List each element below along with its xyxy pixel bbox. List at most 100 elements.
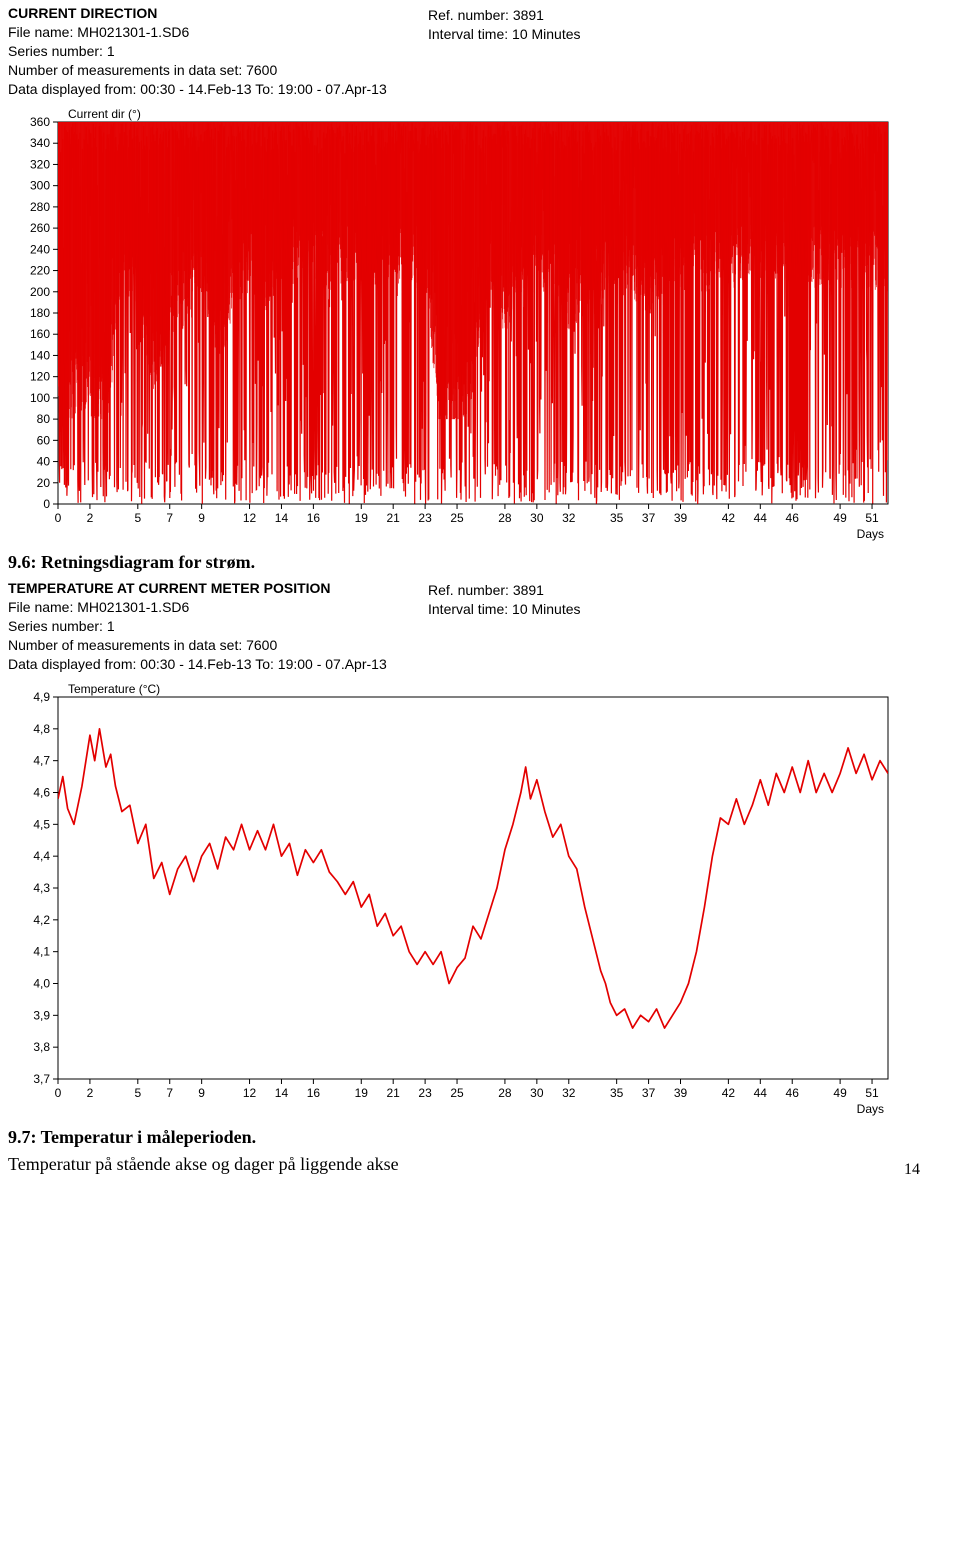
chart2-title: TEMPERATURE AT CURRENT METER POSITION — [8, 579, 387, 598]
svg-text:200: 200 — [30, 285, 50, 299]
svg-text:Current dir (°): Current dir (°) — [68, 107, 141, 121]
chart2-nmeas: Number of measurements in data set: 7600 — [8, 636, 387, 655]
svg-text:12: 12 — [243, 511, 257, 525]
chart1-header: CURRENT DIRECTION File name: MH021301-1.… — [8, 4, 952, 104]
svg-text:2: 2 — [87, 511, 94, 525]
svg-text:60: 60 — [37, 433, 51, 447]
caption-2: 9.7: Temperatur i måleperioden. — [8, 1127, 952, 1148]
svg-text:16: 16 — [307, 511, 321, 525]
svg-text:4,0: 4,0 — [33, 977, 50, 991]
svg-text:25: 25 — [450, 511, 464, 525]
svg-text:28: 28 — [498, 1086, 512, 1100]
svg-text:37: 37 — [642, 1086, 656, 1100]
svg-text:32: 32 — [562, 511, 576, 525]
svg-text:180: 180 — [30, 306, 50, 320]
subcaption-2: Temperatur på stående akse og dager på l… — [8, 1154, 952, 1175]
svg-text:51: 51 — [865, 511, 879, 525]
svg-text:Days: Days — [857, 1102, 884, 1116]
svg-text:46: 46 — [786, 1086, 800, 1100]
svg-text:300: 300 — [30, 179, 50, 193]
svg-text:280: 280 — [30, 200, 50, 214]
chart-temperature: TEMPERATURE AT CURRENT METER POSITION Fi… — [8, 579, 952, 1119]
page-number: 14 — [904, 1161, 920, 1179]
chart1-title: CURRENT DIRECTION — [8, 4, 387, 23]
svg-text:30: 30 — [530, 1086, 544, 1100]
svg-text:9: 9 — [198, 1086, 205, 1100]
svg-text:49: 49 — [833, 1086, 847, 1100]
svg-text:7: 7 — [166, 1086, 173, 1100]
svg-text:4,3: 4,3 — [33, 881, 50, 895]
svg-text:140: 140 — [30, 348, 50, 362]
svg-text:20: 20 — [37, 476, 51, 490]
svg-text:51: 51 — [865, 1086, 879, 1100]
svg-text:5: 5 — [134, 1086, 141, 1100]
svg-text:4,6: 4,6 — [33, 786, 50, 800]
svg-text:35: 35 — [610, 511, 624, 525]
svg-text:0: 0 — [43, 497, 50, 511]
svg-text:3,8: 3,8 — [33, 1040, 50, 1054]
chart1-file: File name: MH021301-1.SD6 — [8, 23, 387, 42]
svg-text:28: 28 — [498, 511, 512, 525]
svg-text:320: 320 — [30, 157, 50, 171]
svg-text:0: 0 — [55, 1086, 62, 1100]
svg-text:23: 23 — [418, 511, 432, 525]
svg-text:16: 16 — [307, 1086, 321, 1100]
chart2-svg: 3,7 3,8 3,9 4,0 4,1 4,2 4,3 4,4 4,5 4,6 4,7 4,8 4,9 0… — [8, 679, 908, 1119]
svg-text:40: 40 — [37, 455, 51, 469]
svg-text:12: 12 — [243, 1086, 257, 1100]
svg-text:Days: Days — [857, 527, 884, 541]
svg-text:49: 49 — [833, 511, 847, 525]
chart-current-direction: CURRENT DIRECTION File name: MH021301-1.… — [8, 4, 952, 544]
svg-text:25: 25 — [450, 1086, 464, 1100]
svg-text:21: 21 — [387, 1086, 401, 1100]
svg-text:14: 14 — [275, 1086, 289, 1100]
svg-text:4,2: 4,2 — [33, 913, 50, 927]
chart1-ref: Ref. number: 3891 — [428, 6, 581, 25]
svg-text:160: 160 — [30, 327, 50, 341]
svg-text:4,9: 4,9 — [33, 690, 50, 704]
svg-text:42: 42 — [722, 511, 736, 525]
svg-text:3,7: 3,7 — [33, 1072, 50, 1086]
svg-text:340: 340 — [30, 136, 50, 150]
svg-text:4,7: 4,7 — [33, 754, 50, 768]
svg-text:39: 39 — [674, 511, 688, 525]
svg-text:14: 14 — [275, 511, 289, 525]
svg-text:42: 42 — [722, 1086, 736, 1100]
chart2-range: Data displayed from: 00:30 - 14.Feb-13 T… — [8, 655, 387, 674]
caption-1: 9.6: Retningsdiagram for strøm. — [8, 552, 952, 573]
svg-text:360: 360 — [30, 115, 50, 129]
svg-text:5: 5 — [134, 511, 141, 525]
svg-text:37: 37 — [642, 511, 656, 525]
svg-text:4,1: 4,1 — [33, 945, 50, 959]
chart1-nmeas: Number of measurements in data set: 7600 — [8, 61, 387, 80]
svg-text:21: 21 — [387, 511, 401, 525]
svg-text:19: 19 — [355, 1086, 369, 1100]
chart1-interval: Interval time: 10 Minutes — [428, 25, 581, 44]
chart1-range: Data displayed from: 00:30 - 14.Feb-13 T… — [8, 80, 387, 99]
svg-text:44: 44 — [754, 1086, 768, 1100]
svg-text:80: 80 — [37, 412, 51, 426]
svg-text:35: 35 — [610, 1086, 624, 1100]
svg-text:3,9: 3,9 — [33, 1008, 50, 1022]
svg-text:120: 120 — [30, 370, 50, 384]
svg-text:39: 39 — [674, 1086, 688, 1100]
svg-text:46: 46 — [786, 511, 800, 525]
svg-text:23: 23 — [418, 1086, 432, 1100]
svg-text:32: 32 — [562, 1086, 576, 1100]
chart2-interval: Interval time: 10 Minutes — [428, 600, 581, 619]
svg-text:19: 19 — [355, 511, 369, 525]
chart1-series: Series number: 1 — [8, 42, 387, 61]
chart2-file: File name: MH021301-1.SD6 — [8, 598, 387, 617]
svg-text:0: 0 — [55, 511, 62, 525]
svg-text:4,4: 4,4 — [33, 849, 50, 863]
svg-text:7: 7 — [166, 511, 173, 525]
svg-text:2: 2 — [87, 1086, 94, 1100]
svg-text:4,5: 4,5 — [33, 817, 50, 831]
svg-text:44: 44 — [754, 511, 768, 525]
svg-text:9: 9 — [198, 511, 205, 525]
svg-text:4,8: 4,8 — [33, 722, 50, 736]
svg-text:100: 100 — [30, 391, 50, 405]
svg-text:240: 240 — [30, 242, 50, 256]
svg-text:220: 220 — [30, 264, 50, 278]
svg-text:260: 260 — [30, 221, 50, 235]
